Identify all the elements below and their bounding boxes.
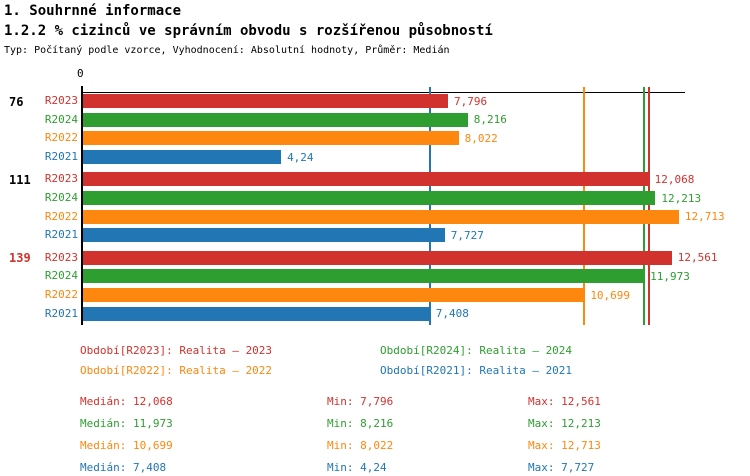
bar-value-label: 12,561 [677,251,718,265]
median-line-r2024 [643,87,646,325]
axis-zero-label: 0 [77,67,84,80]
bar-r2021 [83,150,282,165]
bar-r2022 [83,131,459,146]
stat-median-r2022: Medián: 10,699 [80,439,173,452]
bar-value-label: 12,713 [684,210,725,224]
page-title: 1. Souhrnné informace [4,3,182,19]
bar-value-label: 8,216 [473,113,507,127]
series-label-r2024: R2024 [44,191,78,204]
median-line-r2023 [647,87,650,325]
series-label-r2023: R2023 [44,94,78,107]
bar-r2024 [83,269,645,284]
legend-item-r2023: Období[R2023]: Realita – 2023 [80,344,273,357]
stat-min-r2022: Min: 8,022 [327,439,394,452]
legend-item-r2024: Období[R2024]: Realita – 2024 [380,344,573,357]
series-label-r2021: R2021 [44,150,78,164]
series-label-r2022: R2022 [44,131,78,145]
bar-r2021 [83,228,445,243]
stat-min-r2024: Min: 8,216 [327,417,394,430]
stat-median-r2023: Medián: 12,068 [80,395,173,408]
bar-value-label: 7,727 [450,228,484,242]
series-label-r2023: R2023 [44,172,78,186]
legend-item-r2021: Období[R2021]: Realita – 2021 [380,364,573,377]
bar-r2021 [83,306,430,321]
bar-r2023 [83,94,449,108]
series-label-r2021: R2021 [44,228,78,242]
bar-value-label: 11,973 [650,269,690,283]
median-line-r2022 [583,87,586,325]
axis-top-line [82,92,685,93]
series-label-r2023: R2023 [44,250,78,264]
series-label-r2022: R2022 [44,209,78,223]
bar-value-label: 12,213 [661,191,702,205]
bar-value-label: 12,068 [654,172,695,186]
bar-value-label: 7,408 [435,307,469,321]
bar-value-label: 4,24 [287,150,314,164]
stat-max-r2022: Max: 12,713 [528,439,601,452]
stat-median-r2024: Medián: 11,973 [80,417,173,430]
stat-max-r2023: Max: 12,561 [528,395,601,408]
bar-value-label: 7,796 [454,94,488,108]
series-label-r2024: R2024 [44,269,78,283]
bar-r2023 [83,172,649,187]
stat-min-r2023: Min: 7,796 [327,395,394,408]
group-label-139: 139 [9,251,31,266]
bar-value-label: 10,699 [590,288,631,302]
stat-median-r2021: Medián: 7,408 [80,461,167,474]
bar-value-label: 8,022 [464,131,498,145]
page-subtitle: 1.2.2 % cizinců ve správním obvodu s roz… [4,23,493,39]
bar-r2022 [83,288,585,303]
stat-max-r2024: Max: 12,213 [528,417,601,430]
series-label-r2022: R2022 [44,288,78,302]
bar-r2024 [83,112,468,127]
bar-r2024 [83,191,656,205]
stat-max-r2021: Max: 7,727 [528,461,595,474]
axis-y-line [81,86,83,325]
legend-item-r2022: Období[R2022]: Realita – 2022 [80,364,273,377]
page-meta: Typ: Počítaný podle vzorce, Vyhodnocení:… [4,45,450,56]
group-label-111: 111 [9,172,31,187]
bar-r2023 [83,250,672,265]
median-line-r2021 [428,87,431,325]
stat-min-r2021: Min: 4,24 [327,461,387,474]
bar-r2022 [83,209,679,224]
group-label-76: 76 [9,94,24,109]
series-label-r2024: R2024 [44,112,78,126]
series-label-r2021: R2021 [44,306,78,320]
